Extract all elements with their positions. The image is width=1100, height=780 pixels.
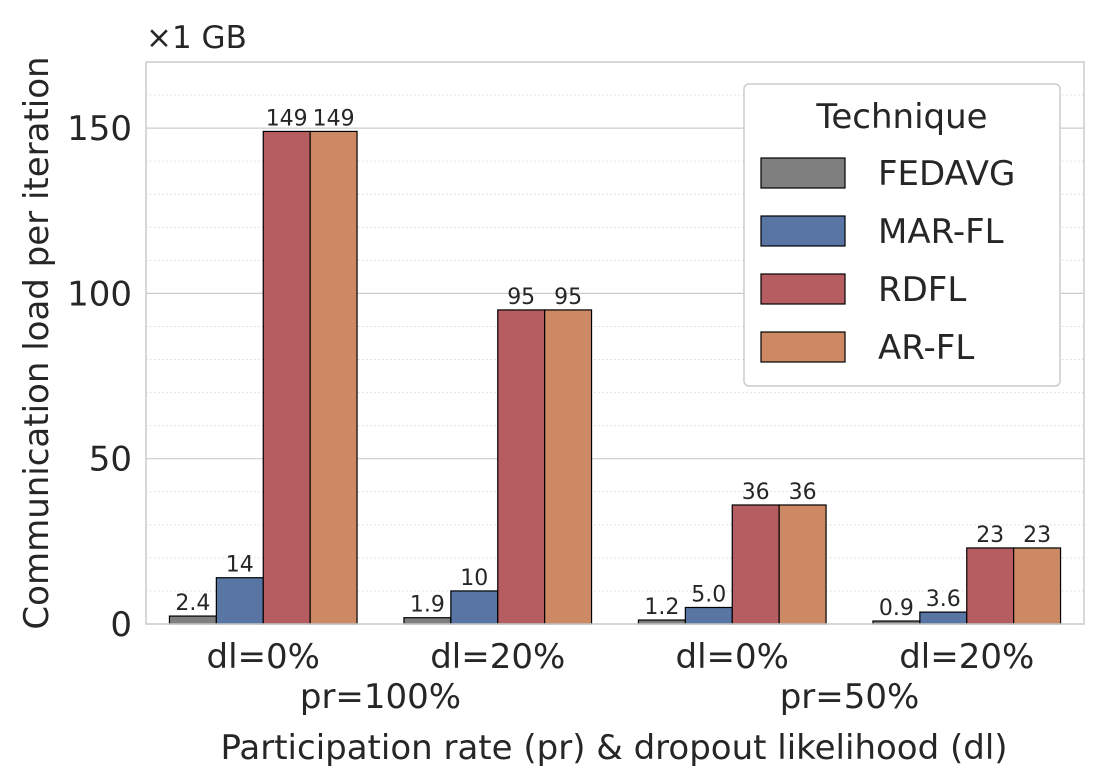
bar-value-label: 95 bbox=[554, 285, 582, 310]
legend-label-ar-fl: AR-FL bbox=[878, 328, 974, 368]
bar-mar-fl bbox=[684, 606, 733, 625]
bar-value-label: 149 bbox=[313, 106, 355, 131]
bar-fedavg bbox=[168, 615, 217, 625]
legend: Technique FEDAVG MAR-FL RDFL AR-FL bbox=[743, 83, 1061, 387]
bar-ar-fl bbox=[544, 309, 593, 625]
bar-rdfl bbox=[966, 547, 1015, 625]
legend-label-rdfl: RDFL bbox=[878, 270, 966, 310]
legend-items: FEDAVG MAR-FL RDFL AR-FL bbox=[760, 154, 1015, 368]
plot-frame bbox=[145, 61, 1085, 625]
y-axis-label: Communication load per iteration bbox=[17, 56, 57, 629]
legend-title: Technique bbox=[815, 97, 987, 137]
x-tick-labels: dl=0% dl=20% dl=0% dl=20% bbox=[207, 637, 1035, 677]
y-tick-label: 50 bbox=[89, 440, 132, 480]
bar-value-label: 2.4 bbox=[175, 591, 210, 616]
x-tick-label: dl=20% bbox=[430, 637, 565, 677]
bar-ar-fl bbox=[309, 130, 358, 625]
legend-swatch-fedavg bbox=[760, 157, 846, 189]
bar-value-label: 149 bbox=[266, 106, 308, 131]
bar-value-label: 10 bbox=[460, 566, 488, 591]
group-label: pr=50% bbox=[780, 677, 920, 717]
y-tick-label: 100 bbox=[67, 274, 132, 314]
legend-swatch-ar-fl bbox=[760, 331, 846, 363]
x-tick-label: dl=0% bbox=[207, 637, 320, 677]
bar-value-label: 1.2 bbox=[644, 595, 679, 620]
scale-label: ×1 GB bbox=[146, 20, 247, 56]
legend-swatch-rdfl bbox=[760, 273, 846, 305]
group-labels: pr=100% pr=50% bbox=[300, 677, 919, 717]
bar-fedavg bbox=[403, 617, 452, 625]
bar-mar-fl bbox=[215, 577, 264, 625]
bar-value-label: 5.0 bbox=[691, 582, 726, 607]
group-label: pr=100% bbox=[300, 677, 461, 717]
bar-rdfl bbox=[497, 309, 546, 625]
bar-ar-fl bbox=[1013, 547, 1062, 625]
y-tick-label: 150 bbox=[67, 109, 132, 149]
bar-value-label: 14 bbox=[226, 553, 254, 578]
bars bbox=[168, 130, 1062, 625]
bar-value-label: 3.6 bbox=[926, 587, 961, 612]
x-tick-label: dl=0% bbox=[676, 637, 789, 677]
x-axis-label: Participation rate (pr) & dropout likeli… bbox=[220, 728, 1007, 768]
legend-label-fedavg: FEDAVG bbox=[878, 154, 1015, 194]
y-tick-label: 0 bbox=[110, 605, 132, 645]
bar-rdfl bbox=[262, 130, 311, 625]
bar-value-label: 1.9 bbox=[410, 593, 445, 618]
bar-value-label: 36 bbox=[789, 480, 817, 505]
legend-label-mar-fl: MAR-FL bbox=[878, 212, 1004, 252]
x-tick-label: dl=20% bbox=[899, 637, 1034, 677]
bar-rdfl bbox=[731, 504, 780, 625]
bar-value-label: 36 bbox=[742, 480, 770, 505]
legend-swatch-mar-fl bbox=[760, 215, 846, 247]
bar-labels: 2.4 1.9 1.2 0.9 14 10 5.0 3.6 149 95 36 23 149 95 36 23 bbox=[175, 106, 1051, 621]
y-tick-labels: 0 50 100 150 bbox=[67, 109, 132, 645]
bar-mar-fl bbox=[450, 590, 499, 625]
bar-value-label: 95 bbox=[507, 285, 535, 310]
bar-ar-fl bbox=[778, 504, 827, 625]
bar-value-label: 0.9 bbox=[879, 596, 914, 621]
bar-mar-fl bbox=[919, 611, 968, 625]
bar-value-label: 23 bbox=[976, 523, 1004, 548]
bar-value-label: 23 bbox=[1023, 523, 1051, 548]
